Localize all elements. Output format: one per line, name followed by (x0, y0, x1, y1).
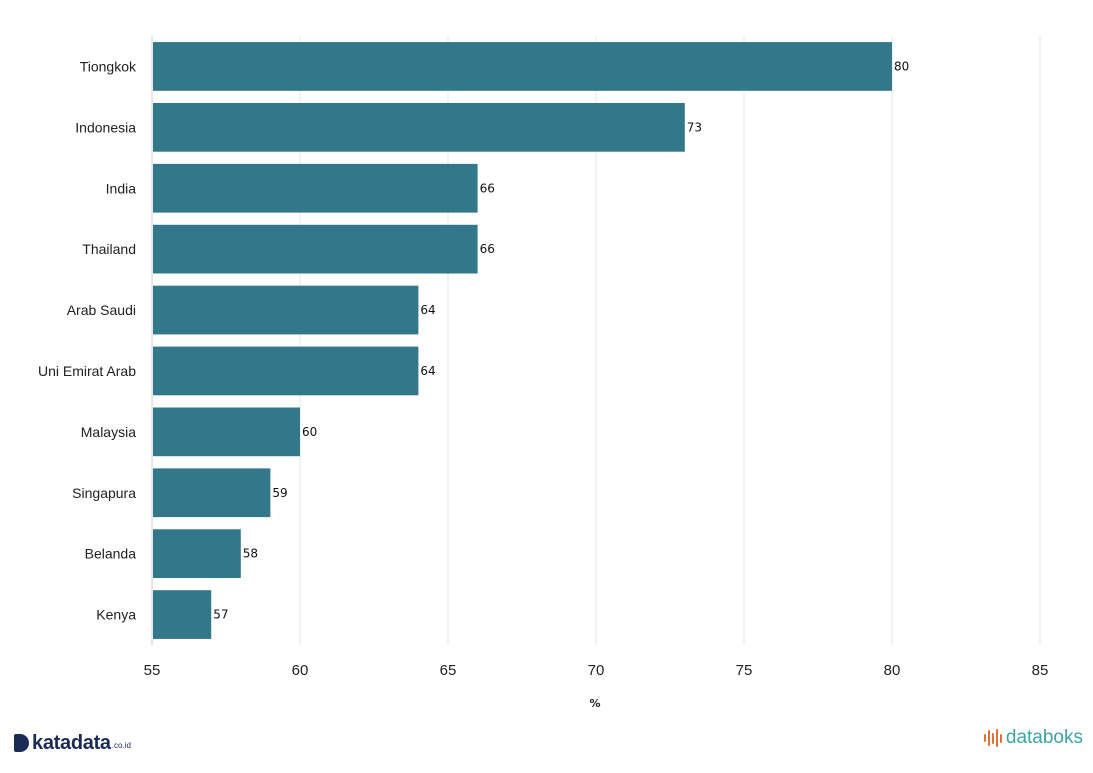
katadata-logo-suffix: .co.id (111, 741, 131, 750)
x-tick-label: 70 (588, 662, 605, 679)
bar (153, 529, 241, 579)
databoks-logo: databoks (983, 727, 1083, 748)
value-label: 64 (420, 364, 435, 378)
bar (153, 468, 271, 518)
databoks-logo-icon (983, 728, 1002, 748)
value-label: 57 (213, 608, 228, 622)
databoks-logo-text: databoks (1005, 727, 1083, 748)
value-label: 60 (302, 425, 317, 439)
x-tick-label: 55 (144, 662, 161, 679)
bar (153, 42, 892, 91)
category-label: Belanda (85, 546, 137, 562)
value-label: 64 (420, 303, 435, 317)
x-tick-label: 85 (1032, 662, 1049, 679)
katadata-logo-icon (14, 734, 29, 752)
category-label: Singapura (72, 485, 136, 501)
bar (153, 102, 685, 152)
bar (153, 163, 478, 213)
category-label: Malaysia (81, 424, 136, 440)
katadata-logo: katadata .co.id (14, 727, 131, 753)
category-label: Uni Emirat Arab (38, 363, 136, 379)
x-tick-label: 75 (736, 662, 753, 679)
x-axis-title: % (589, 697, 600, 710)
x-tick-label: 60 (292, 662, 309, 679)
category-label: Arab Saudi (67, 302, 136, 318)
bar (153, 285, 419, 335)
x-tick-label: 80 (884, 662, 901, 679)
katadata-logo-text: katadata (32, 732, 111, 754)
bar (153, 224, 478, 274)
x-tick-label: 65 (440, 662, 457, 679)
value-label: 66 (480, 181, 495, 195)
bar (153, 346, 419, 396)
value-label: 73 (687, 120, 702, 134)
value-label: 59 (272, 486, 287, 500)
value-labels: 80 73 66 66 64 64 60 59 58 57 (213, 59, 909, 621)
bars (153, 42, 892, 639)
value-label: 58 (243, 547, 258, 561)
bar (153, 590, 212, 639)
category-label: Indonesia (75, 119, 136, 135)
value-label: 80 (894, 59, 909, 73)
x-tick-labels: 55 60 65 70 75 80 85 (144, 662, 1049, 679)
category-labels: Tiongkok Indonesia India Thailand Arab Saudi… (38, 58, 137, 622)
value-label: 66 (480, 242, 495, 256)
bar (153, 407, 300, 457)
category-label: India (106, 180, 137, 196)
category-label: Tiongkok (80, 58, 137, 74)
category-label: Kenya (96, 607, 136, 623)
category-label: Thailand (82, 241, 136, 257)
